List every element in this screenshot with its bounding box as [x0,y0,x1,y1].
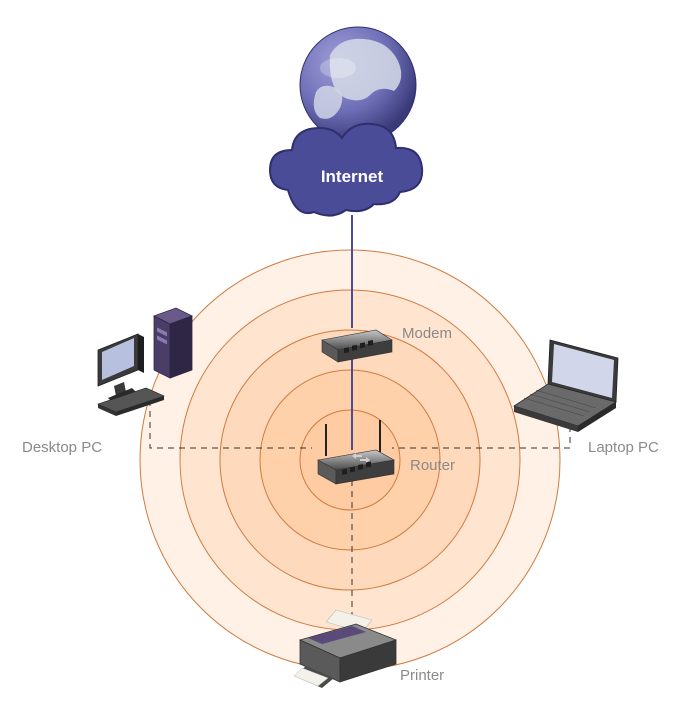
laptop-pc-label: Laptop PC [588,439,659,456]
internet-cloud-icon: Internet [270,124,422,216]
internet-cloud-label: Internet [321,167,384,186]
desktop-pc-label: Desktop PC [22,439,102,456]
printer-label: Printer [400,667,444,684]
modem-label: Modem [402,325,452,342]
router-label: Router [410,457,455,474]
network-diagram: Internet Modem [0,0,698,724]
